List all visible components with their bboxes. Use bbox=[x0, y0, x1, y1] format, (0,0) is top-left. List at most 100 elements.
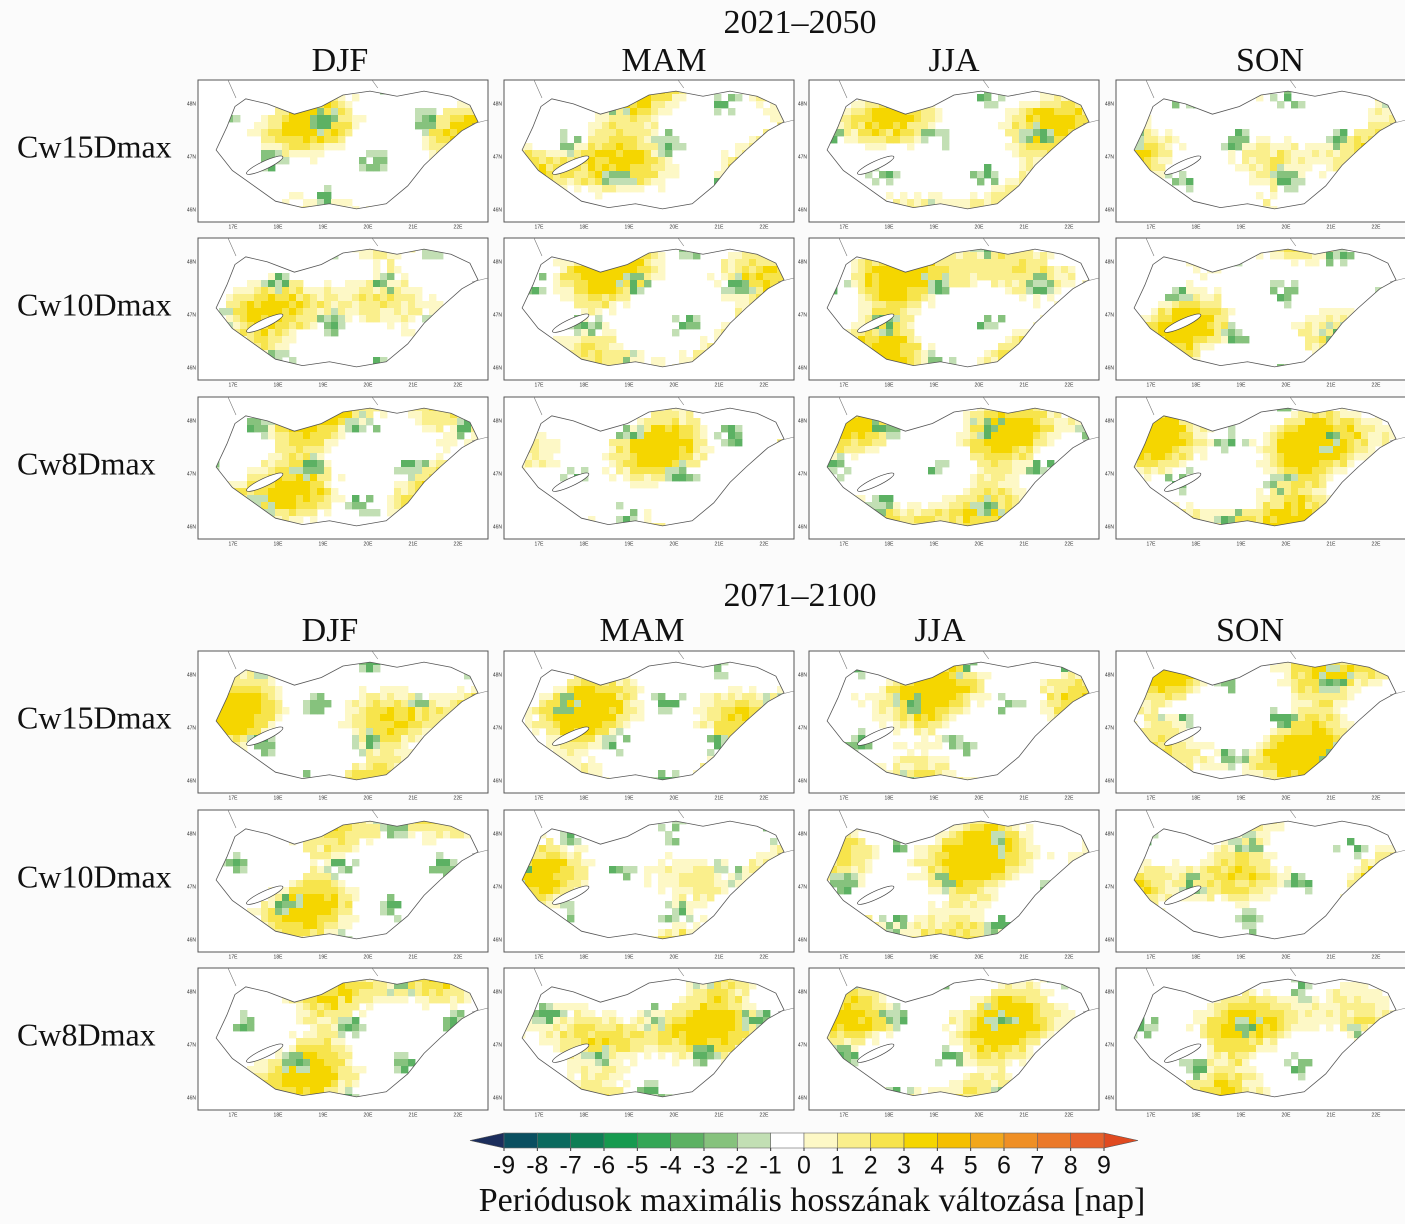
field-cell bbox=[1054, 266, 1061, 273]
field-cell bbox=[310, 488, 317, 495]
map-x-tick: 20E bbox=[670, 541, 680, 547]
field-cell bbox=[560, 266, 567, 273]
map-y-tick: 48N bbox=[493, 259, 503, 265]
field-cell bbox=[1005, 287, 1012, 294]
field-cell bbox=[429, 108, 436, 115]
field-cell bbox=[324, 108, 331, 115]
field-cell bbox=[907, 308, 914, 315]
field-cell bbox=[977, 453, 984, 460]
field-cell bbox=[714, 101, 721, 108]
field-cell bbox=[672, 460, 679, 467]
field-cell bbox=[872, 495, 879, 502]
field-cell bbox=[1005, 185, 1012, 192]
field-cell bbox=[679, 453, 686, 460]
field-cell bbox=[1012, 143, 1019, 150]
field-cell bbox=[1047, 136, 1054, 143]
field-cell bbox=[373, 301, 380, 308]
field-cell bbox=[1026, 280, 1033, 287]
field-cell bbox=[450, 115, 457, 122]
field-cell bbox=[324, 136, 331, 143]
field-cell bbox=[609, 164, 616, 171]
field-cell bbox=[268, 150, 275, 157]
field-cell bbox=[602, 136, 609, 143]
field-cell bbox=[672, 329, 679, 336]
field-cell bbox=[623, 350, 630, 357]
field-cell bbox=[1193, 287, 1200, 294]
field-cell bbox=[310, 143, 317, 150]
field-cell bbox=[1026, 150, 1033, 157]
field-cell bbox=[429, 301, 436, 308]
field-cell bbox=[963, 411, 970, 418]
field-cell bbox=[609, 446, 616, 453]
field-cell bbox=[679, 474, 686, 481]
field-cell bbox=[914, 136, 921, 143]
field-cell bbox=[879, 287, 886, 294]
field-cell bbox=[665, 425, 672, 432]
field-cell bbox=[1012, 453, 1019, 460]
field-cell bbox=[977, 425, 984, 432]
field-cell bbox=[900, 122, 907, 129]
map-y-tick: 47N bbox=[187, 154, 197, 160]
field-cell bbox=[928, 287, 935, 294]
field-cell bbox=[963, 259, 970, 266]
field-cell bbox=[651, 460, 658, 467]
field-cell bbox=[1054, 101, 1061, 108]
field-cell bbox=[665, 108, 672, 115]
field-cell bbox=[352, 94, 359, 101]
field-cell bbox=[991, 101, 998, 108]
field-cell bbox=[1291, 280, 1298, 287]
field-cell bbox=[567, 171, 574, 178]
field-cell bbox=[886, 336, 893, 343]
field-cell bbox=[268, 432, 275, 439]
field-cell bbox=[261, 150, 268, 157]
field-cell bbox=[686, 446, 693, 453]
field-cell bbox=[289, 453, 296, 460]
field-cell bbox=[907, 143, 914, 150]
field-cell bbox=[879, 143, 886, 150]
field-cell bbox=[1012, 273, 1019, 280]
field-cell bbox=[359, 280, 366, 287]
field-cell bbox=[728, 273, 735, 280]
field-cell bbox=[289, 308, 296, 315]
field-cell bbox=[588, 350, 595, 357]
field-cell bbox=[1326, 322, 1333, 329]
field-cell bbox=[275, 122, 282, 129]
field-cell bbox=[735, 294, 742, 301]
field-cell bbox=[1200, 315, 1207, 322]
field-cell bbox=[609, 329, 616, 336]
field-cell bbox=[450, 425, 457, 432]
field-cell bbox=[907, 273, 914, 280]
field-cell bbox=[602, 301, 609, 308]
field-cell bbox=[268, 502, 275, 509]
field-cell bbox=[1270, 252, 1277, 259]
field-cell bbox=[588, 343, 595, 350]
map-x-tick: 20E bbox=[975, 224, 985, 230]
field-cell bbox=[282, 129, 289, 136]
field-cell bbox=[422, 301, 429, 308]
field-cell bbox=[893, 322, 900, 329]
field-cell bbox=[637, 418, 644, 425]
field-cell bbox=[616, 150, 623, 157]
field-cell bbox=[303, 115, 310, 122]
field-cell bbox=[1019, 143, 1026, 150]
field-cell bbox=[644, 273, 651, 280]
field-cell bbox=[1012, 108, 1019, 115]
field-cell bbox=[735, 266, 742, 273]
field-cell bbox=[672, 315, 679, 322]
field-cell bbox=[1068, 273, 1075, 280]
field-cell bbox=[900, 129, 907, 136]
field-cell bbox=[984, 322, 991, 329]
field-cell bbox=[1298, 178, 1305, 185]
field-cell bbox=[303, 481, 310, 488]
field-cell bbox=[1047, 101, 1054, 108]
field-cell bbox=[970, 425, 977, 432]
field-cell bbox=[1200, 287, 1207, 294]
field-cell bbox=[651, 252, 658, 259]
field-cell bbox=[998, 432, 1005, 439]
field-cell bbox=[574, 301, 581, 308]
field-cell bbox=[588, 301, 595, 308]
field-cell bbox=[1019, 122, 1026, 129]
field-cell bbox=[879, 336, 886, 343]
field-cell bbox=[1061, 122, 1068, 129]
field-cell bbox=[637, 157, 644, 164]
